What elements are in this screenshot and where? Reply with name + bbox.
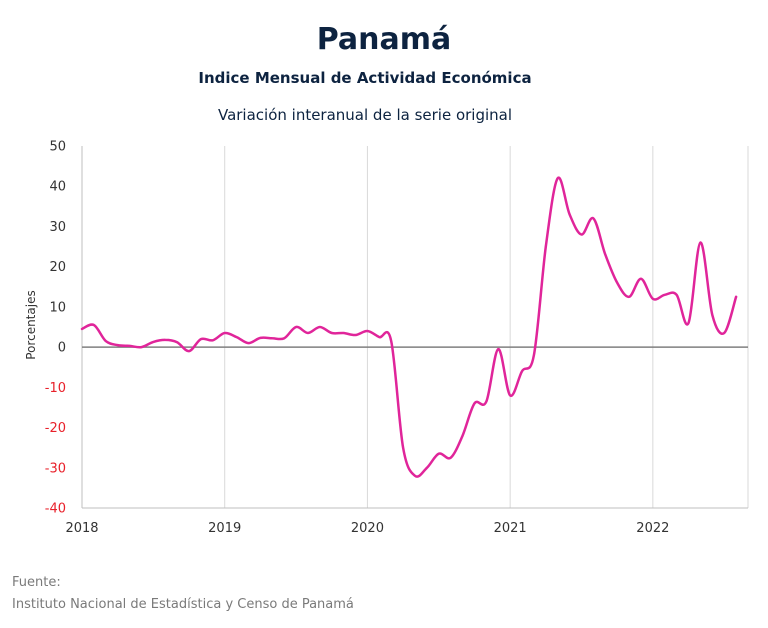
- y-tick-label: 40: [49, 180, 66, 195]
- y-tick-label: 30: [49, 220, 66, 235]
- y-tick-label: -40: [45, 502, 66, 517]
- chart-subtitle: Indice Mensual de Actividad Económica: [198, 69, 532, 87]
- chart-subtitle-secondary: Variación interanual de la serie origina…: [217, 106, 513, 124]
- y-tick-label: -20: [45, 421, 66, 436]
- x-tick-label: 2020: [351, 521, 384, 536]
- y-tick-label: -10: [45, 381, 66, 396]
- x-tick-label: 2022: [636, 521, 669, 536]
- series-line: [80, 176, 738, 478]
- y-axis-label: Porcentajes: [24, 290, 38, 359]
- x-tick-label: 2019: [208, 521, 241, 536]
- x-tick-label: 2021: [494, 521, 527, 536]
- source-text: Instituto Nacional de Estadística y Cens…: [12, 597, 354, 612]
- y-tick-label: 0: [58, 341, 66, 356]
- x-tick-label: 2018: [65, 521, 98, 536]
- line-chart: 50 40 30 20 10 0 -10 -20 -30 -40 2018 2019 2020 2021 2…: [24, 140, 749, 536]
- source-label: Fuente:: [12, 575, 61, 590]
- y-tick-label: 20: [49, 260, 66, 275]
- y-tick-label: -30: [45, 461, 66, 476]
- y-tick-label: 50: [49, 140, 66, 155]
- y-tick-label: 10: [49, 300, 66, 315]
- page-title: Panamá: [316, 22, 452, 57]
